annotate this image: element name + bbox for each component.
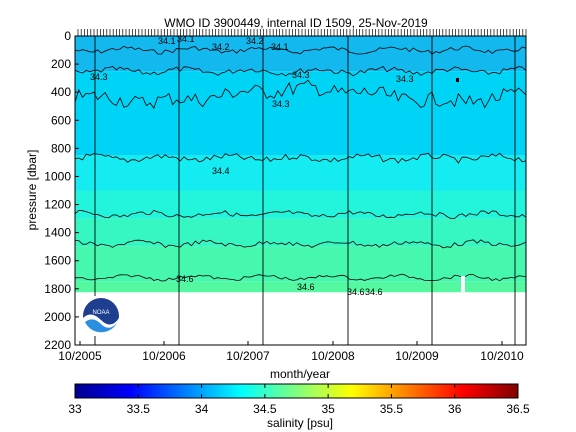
x-tick-label: 10/2010 — [480, 349, 524, 363]
colorbar-tick-label: 35.5 — [380, 402, 404, 416]
plot-area: 34.1 34.134.234.234.134.3 34.334.334.334.4… — [75, 34, 526, 345]
colorbar-tick-label: 33 — [68, 402, 82, 416]
contour-label: 34.6 — [297, 282, 315, 292]
contour-line — [75, 152, 526, 164]
x-tick-label: 10/2009 — [395, 349, 439, 363]
salinity-layer — [75, 281, 526, 293]
contour-line — [75, 209, 526, 219]
contour-label: 34.4 — [212, 166, 230, 176]
y-tick-label: 600 — [51, 113, 71, 127]
float-marker-dot — [456, 78, 459, 82]
noaa-logo: NOAA — [81, 296, 121, 336]
y-tick-label: 1200 — [44, 198, 71, 212]
contour-label: 34.6 — [347, 287, 365, 297]
contour-label: 34.1 — [271, 42, 289, 52]
y-tick-label: 400 — [51, 85, 71, 99]
salinity-layer — [75, 218, 526, 247]
contour-line — [75, 273, 526, 282]
chart-title: WMO ID 3900449, internal ID 1509, 25-Nov… — [164, 16, 428, 30]
contour-label: 34.1 — [177, 34, 195, 44]
profile-ticks — [77, 29, 527, 36]
contour-line — [75, 79, 526, 109]
y-tick-label: 0 — [64, 29, 71, 43]
x-axis: 10/2005 10/2006 10/2007 10/2008 10/2009 10/20… — [58, 341, 524, 363]
y-axis-label: pressure [dbar] — [25, 150, 39, 231]
contour-label: 34.3 — [90, 72, 108, 82]
y-tick-label: 800 — [51, 141, 71, 155]
colorbar-tick-label: 35 — [321, 402, 335, 416]
x-axis-label: month/year — [270, 367, 330, 381]
colorbar: 33 33.5 34 34.5 35 35.5 36 36.5 salinity [psu] — [68, 383, 530, 430]
plot-frame — [74, 35, 527, 346]
salinity-layer — [75, 155, 526, 191]
colorbar-tick-label: 36.5 — [506, 402, 530, 416]
contour-label: 34.6 — [176, 274, 194, 284]
y-tick-label: 200 — [51, 57, 71, 71]
colorbar-gradient — [74, 383, 519, 399]
contour-label: 34.1 — [158, 36, 176, 46]
salinity-layer — [75, 190, 526, 219]
colorbar-tick-label: 34 — [195, 402, 209, 416]
y-tick-label: 1000 — [44, 169, 71, 183]
contour-line — [75, 65, 526, 77]
contour-label: 34.3 — [292, 70, 310, 80]
y-tick-label: 2000 — [44, 310, 71, 324]
contour-label: 34.3 — [272, 99, 290, 109]
y-tick-label: 1400 — [44, 226, 71, 240]
contour-label: 34.2 — [246, 36, 264, 46]
colorbar-tick-label: 33.5 — [127, 402, 151, 416]
contour-line — [75, 45, 526, 55]
colorbar-tick-label: 34.5 — [253, 402, 277, 416]
colorbar-label: salinity [psu] — [267, 416, 333, 430]
y-tick-label: 1800 — [44, 282, 71, 296]
colorbar-tick-label: 36 — [448, 402, 462, 416]
y-axis: 0 200 400 600 800 1000 1200 1400 1600 1800 2000 220… — [44, 29, 79, 352]
y-tick-label: 1600 — [44, 254, 71, 268]
contour-label: 34.3 — [396, 74, 414, 84]
salinity-layer — [75, 71, 526, 156]
float-marker — [461, 276, 465, 292]
no-data-region — [75, 292, 526, 345]
noaa-logo-text: NOAA — [92, 310, 109, 316]
y-tick-label: 2200 — [44, 338, 71, 352]
contour-line — [75, 239, 526, 249]
x-tick-label: 10/2008 — [311, 349, 355, 363]
salinity-layer — [75, 246, 526, 282]
x-tick-label: 10/2007 — [226, 349, 270, 363]
contour-label: 34.6 — [365, 287, 383, 297]
x-tick-label: 10/2006 — [142, 349, 186, 363]
x-tick-label: 10/2005 — [58, 349, 102, 363]
contour-label: 34.2 — [212, 42, 230, 52]
